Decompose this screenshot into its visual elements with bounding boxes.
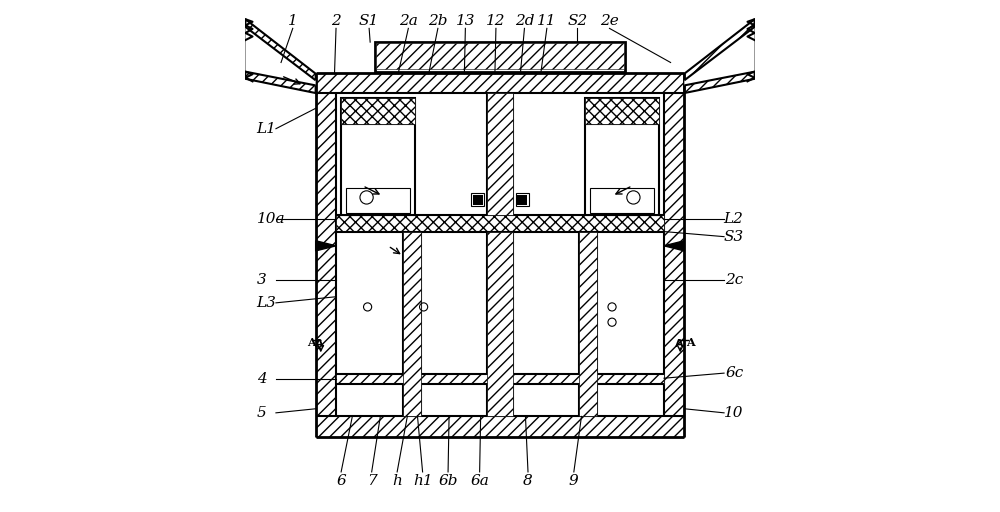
Bar — [316, 73, 684, 93]
Text: 2c: 2c — [725, 273, 743, 287]
Bar — [585, 98, 659, 123]
Text: 2d: 2d — [515, 14, 534, 28]
Bar — [341, 98, 415, 123]
Bar — [336, 374, 664, 385]
Text: 2: 2 — [331, 14, 341, 28]
Polygon shape — [684, 19, 755, 93]
Bar — [375, 42, 625, 72]
Text: L3: L3 — [257, 296, 276, 310]
Bar — [336, 215, 664, 231]
Text: A: A — [307, 337, 316, 348]
Text: 6c: 6c — [725, 366, 743, 380]
Bar — [487, 231, 513, 416]
Text: 11: 11 — [537, 14, 557, 28]
Bar — [590, 188, 654, 212]
Bar — [403, 231, 421, 416]
Bar — [516, 194, 529, 206]
Bar — [487, 93, 513, 215]
Text: 10: 10 — [724, 406, 743, 420]
Text: 12: 12 — [486, 14, 506, 28]
Bar — [471, 194, 484, 206]
Polygon shape — [664, 241, 684, 251]
Text: 6a: 6a — [470, 474, 489, 488]
Text: 4: 4 — [257, 372, 266, 386]
Text: L1: L1 — [257, 122, 276, 136]
Text: 7: 7 — [367, 474, 377, 488]
Bar — [376, 43, 624, 69]
Text: 2b: 2b — [428, 14, 448, 28]
Text: S3: S3 — [723, 230, 743, 244]
Text: 10a: 10a — [257, 212, 285, 226]
Bar — [341, 98, 415, 215]
Text: S1: S1 — [359, 14, 379, 28]
Text: 2e: 2e — [600, 14, 619, 28]
Text: h1: h1 — [413, 474, 432, 488]
Text: 9: 9 — [569, 474, 579, 488]
Text: 8: 8 — [523, 474, 533, 488]
Polygon shape — [316, 241, 336, 251]
Text: 1: 1 — [288, 14, 298, 28]
Text: 6: 6 — [336, 474, 346, 488]
Text: 6b: 6b — [438, 474, 458, 488]
Polygon shape — [245, 19, 316, 93]
Text: h: h — [392, 474, 402, 488]
Bar — [473, 195, 483, 205]
Text: A: A — [315, 338, 324, 349]
Bar — [517, 195, 527, 205]
Text: S2: S2 — [567, 14, 588, 28]
Bar — [579, 231, 597, 416]
Text: L2: L2 — [724, 212, 743, 226]
Text: A: A — [686, 337, 694, 348]
Polygon shape — [684, 27, 755, 86]
Bar — [585, 98, 659, 215]
Text: 5: 5 — [257, 406, 266, 420]
Bar — [664, 93, 684, 416]
Text: A: A — [675, 338, 684, 349]
Polygon shape — [245, 27, 316, 86]
Bar — [316, 416, 684, 437]
Text: 13: 13 — [456, 14, 475, 28]
Bar — [316, 93, 336, 416]
Bar — [346, 188, 410, 212]
Text: 3: 3 — [257, 273, 266, 287]
Text: 2a: 2a — [399, 14, 418, 28]
